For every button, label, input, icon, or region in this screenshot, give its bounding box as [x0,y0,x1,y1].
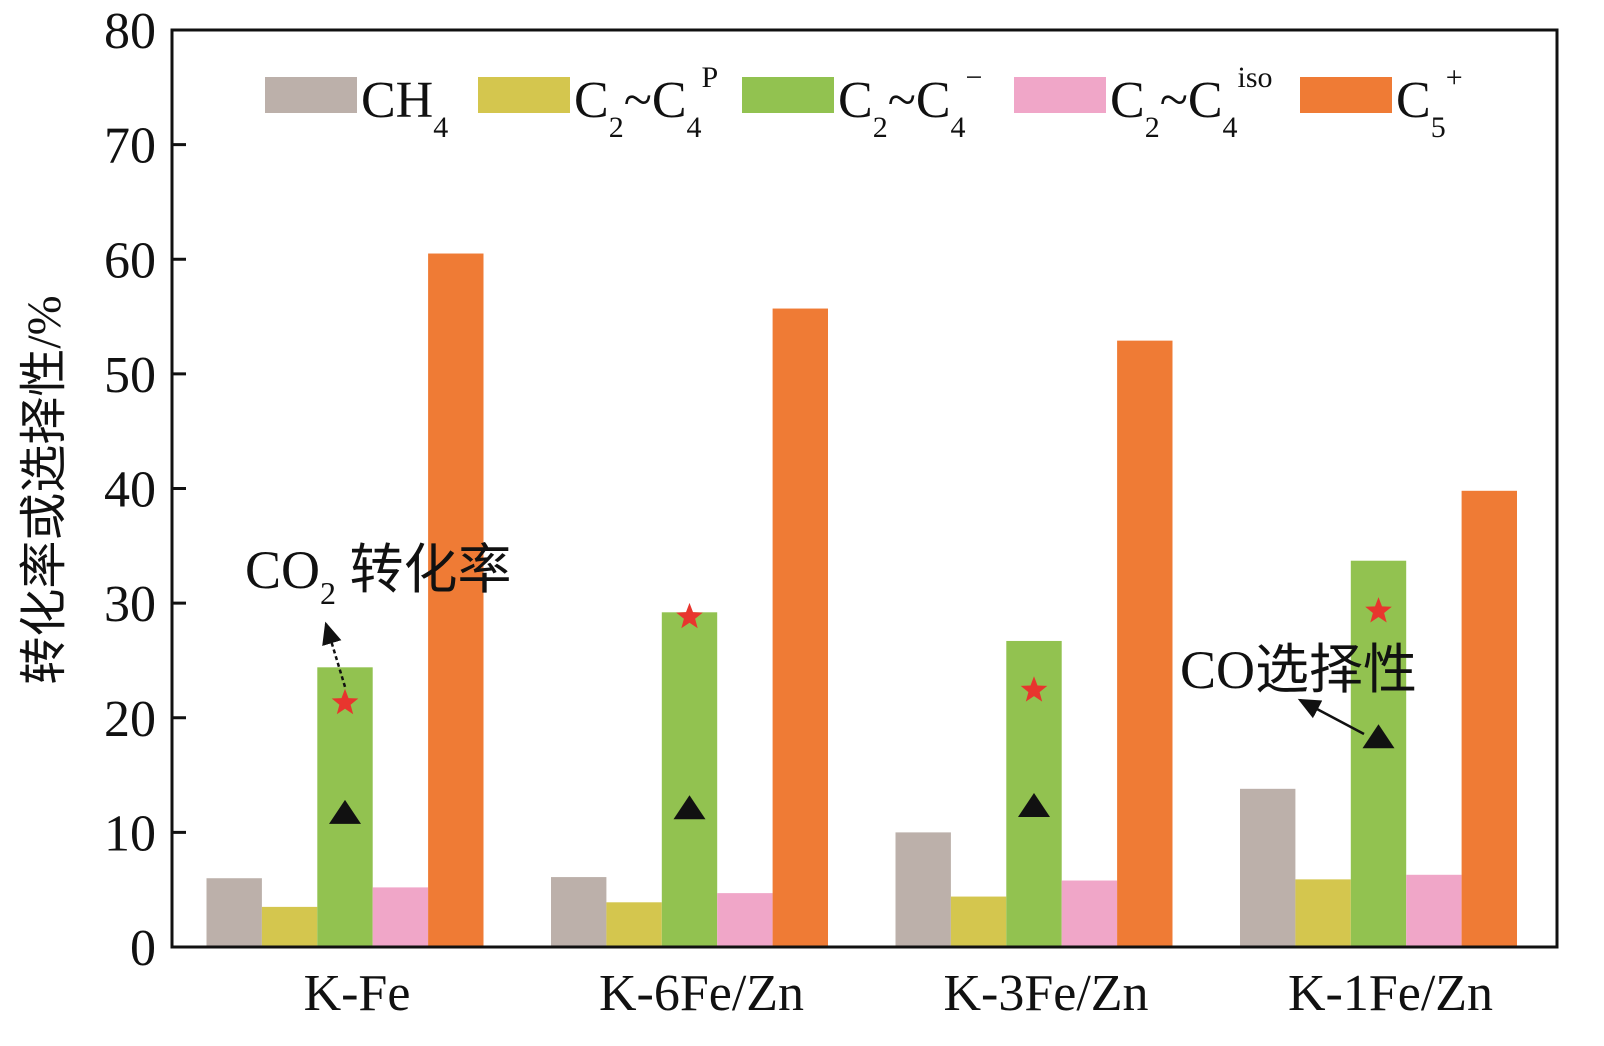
plot-frame [170,28,1559,949]
bar [1461,490,1517,947]
triangle-marker [1018,793,1050,818]
y-tick-label: 10 [104,805,156,862]
legend-entry: CH4 [265,72,448,144]
annotation-arrow [322,621,347,688]
legend-label: C2~C4iso [1110,61,1273,144]
legend-entry: C2~C4P [478,61,718,144]
legend-entry: C5+ [1300,61,1463,144]
legend-label: C2~C4P [574,61,718,144]
legend-swatch [742,77,834,113]
x-tick-label: K-Fe [304,965,411,1022]
bar [772,308,828,947]
bar [372,887,429,947]
legend-swatch [478,77,570,113]
bar [261,906,318,947]
bar [1406,874,1462,947]
star-marker [1365,597,1392,623]
star-marker [331,688,359,715]
star-marker [676,602,703,629]
annotation-co2-conversion: CO2 转化率 [245,540,512,611]
bar [950,896,1007,947]
x-tick-label: K-6Fe/Zn [599,965,804,1022]
y-tick-label: 60 [104,232,156,289]
bar [1240,788,1296,947]
legend-entry: C2~C4iso [1014,61,1273,144]
bar [661,612,718,947]
bar [206,878,262,947]
y-tick-label: 70 [104,118,156,175]
legend-swatch [1014,77,1106,113]
legend-label: C2~C4− [838,61,982,144]
legend-entry: C2~C4− [742,61,982,144]
triangle-marker [673,795,706,820]
y-tick-label: 80 [104,3,156,60]
x-tick-label: K-1Fe/Zn [1288,965,1493,1022]
y-tick-label: 50 [104,347,156,404]
bar [1350,560,1407,947]
y-tick-label: 0 [130,920,156,977]
bar [1061,880,1118,947]
legend-label: C5+ [1396,61,1463,144]
legend-label: CH4 [361,72,448,144]
y-tick-label: 20 [104,691,156,748]
star-marker [1020,676,1048,702]
triangle-marker [329,799,361,824]
y-tick-label: 30 [104,576,156,633]
triangle-marker [1362,724,1395,749]
x-tick-label: K-3Fe/Zn [943,965,1148,1022]
y-axis-label: 转化率或选择性/% [18,295,71,684]
bar [428,253,484,948]
legend-swatch [265,77,357,113]
annotation-co-selectivity: CO选择性 [1180,640,1417,700]
bar [551,877,607,947]
bar [717,893,773,947]
y-tick-label: 40 [104,462,156,519]
bar [1295,879,1351,947]
bar [606,902,662,947]
bar [895,832,951,947]
annotation-arrow [1297,698,1365,736]
legend-swatch [1300,77,1392,113]
bar [1117,340,1173,947]
